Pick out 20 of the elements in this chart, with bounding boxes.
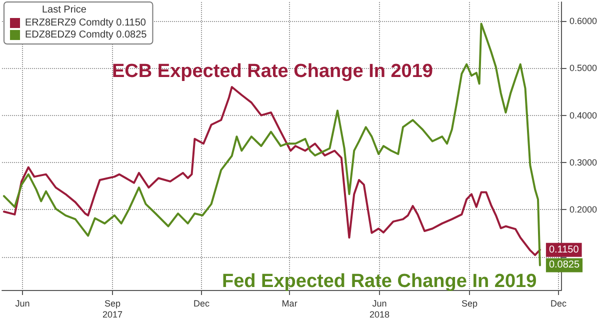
x-tick-label: Sep 2017	[102, 298, 123, 320]
y-tick-label: 0.4000	[569, 110, 598, 120]
x-tick-label: Sep	[462, 298, 478, 308]
y-tick-label: 0.2000	[569, 204, 598, 215]
legend-label: ERZ8ERZ9 Comdty 0.1150	[25, 18, 146, 28]
x-tick-label: Jun	[15, 298, 30, 308]
x-tick-label: Dec	[194, 298, 210, 308]
x-tick-label: Mar	[282, 298, 298, 308]
data-label: 0.0825	[548, 260, 580, 271]
y-tick-label: 0.3000	[569, 158, 598, 168]
legend-title: Last Price	[42, 4, 87, 16]
x-tick-label: Dec	[550, 298, 568, 308]
y-tick-label: 0.5000	[569, 63, 598, 74]
y-tick-label: 0.6000	[569, 16, 598, 26]
annotation: ECB Expected Rate Change In 2019	[112, 61, 433, 82]
line-series	[2, 86, 541, 256]
legend-label: EDZ8EDZ9 Comdty 0.0825	[25, 30, 148, 40]
data-label: 0.1150	[548, 244, 580, 256]
x-tick-label: Jun 2018	[370, 298, 390, 320]
annotation: Fed Expected Rate Change In 2019	[222, 271, 537, 292]
